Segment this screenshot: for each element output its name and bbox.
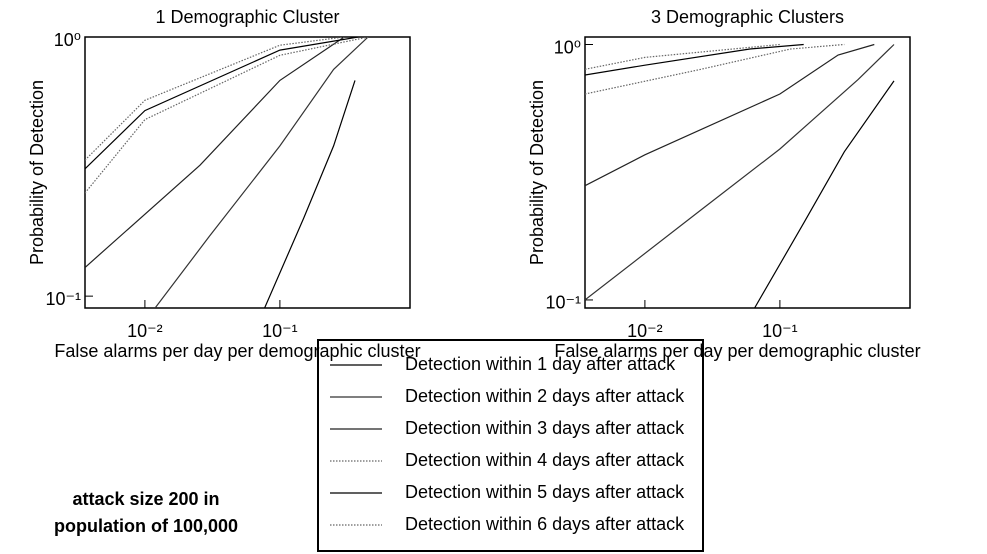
series-line [585, 43, 804, 76]
x-tick-label: 10⁻¹ [762, 321, 798, 341]
chart-title: 3 Demographic Clusters [651, 7, 844, 27]
plot-area [584, 36, 911, 309]
y-tick-label: 10⁻¹ [545, 293, 581, 313]
legend-label: Detection within 2 days after attack [405, 386, 685, 406]
plot-area [84, 36, 411, 309]
x-axis-label: False alarms per day per demographic clu… [554, 341, 920, 361]
series-line [85, 37, 345, 268]
series-line [154, 37, 369, 308]
y-tick-label: 10⁰ [554, 37, 581, 57]
series-line [85, 37, 369, 194]
x-axis-label: False alarms per day per demographic clu… [54, 341, 420, 361]
x-tick-label: 10⁻² [627, 321, 663, 341]
series-line [585, 43, 845, 95]
y-axis-label: Probability of Detection [527, 80, 547, 265]
y-tick-label: 10⁰ [54, 30, 81, 50]
x-tick-label: 10⁻² [127, 321, 163, 341]
y-axis-label: Probability of Detection [27, 80, 47, 265]
series-line [754, 80, 895, 308]
series-line [585, 43, 875, 187]
series-line [85, 37, 345, 161]
x-tick-label: 10⁻¹ [262, 321, 298, 341]
legend-box [317, 339, 704, 552]
legend-label: Detection within 6 days after attack [405, 514, 685, 534]
series-line [85, 37, 359, 170]
annotation: population of 100,000 [54, 516, 238, 536]
legend-label: Detection within 3 days after attack [405, 418, 685, 438]
legend-label: Detection within 4 days after attack [405, 450, 685, 470]
series-line [585, 44, 895, 301]
legend-label: Detection within 5 days after attack [405, 482, 685, 502]
legend-label: Detection within 1 day after attack [405, 354, 676, 374]
chart-title: 1 Demographic Cluster [155, 7, 339, 27]
series-line [585, 43, 780, 70]
y-tick-label: 10⁻¹ [45, 289, 81, 309]
annotation: attack size 200 in [72, 489, 219, 509]
series-line [264, 80, 356, 308]
